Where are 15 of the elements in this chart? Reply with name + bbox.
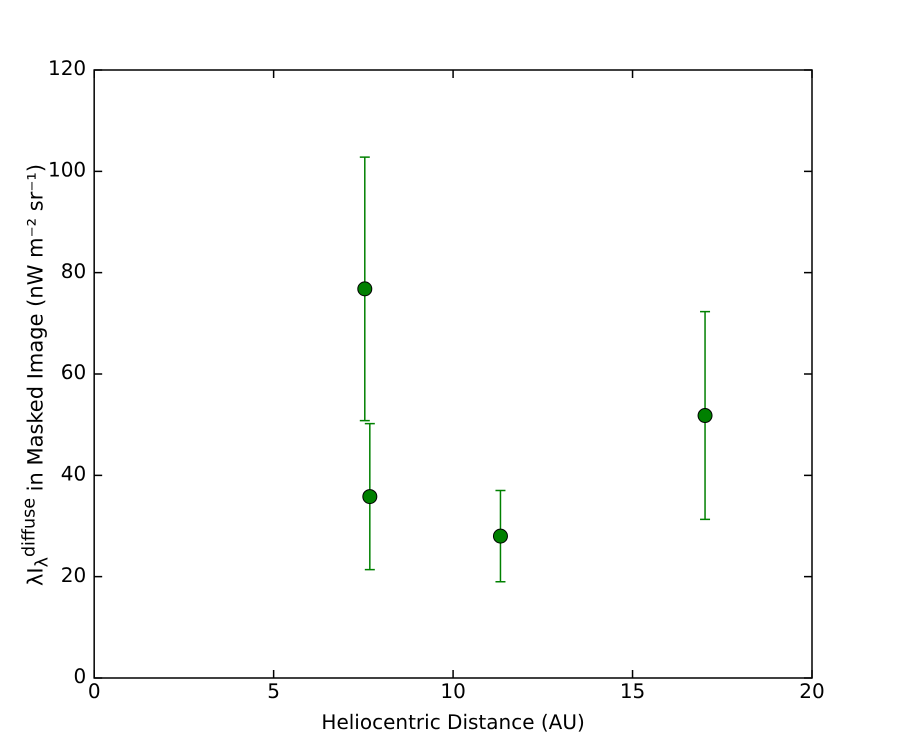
y-tick-label: 60	[60, 360, 86, 384]
y-tick-label: 0	[73, 664, 86, 688]
y-tick-label: 80	[60, 258, 86, 283]
x-tick-label: 15	[620, 679, 646, 704]
x-tick-label: 5	[267, 679, 280, 704]
point	[698, 408, 713, 424]
point	[362, 489, 378, 504]
point	[357, 281, 372, 296]
x-tick-label: 20	[799, 679, 825, 704]
y-tick-label: 120	[48, 56, 86, 80]
y-tick-label: 20	[60, 562, 86, 587]
point	[492, 528, 508, 544]
x-tick-label: 10	[440, 679, 466, 704]
x-axis-title: Heliocentric Distance (AU)	[321, 710, 585, 734]
y-tick-label: 40	[60, 462, 86, 486]
